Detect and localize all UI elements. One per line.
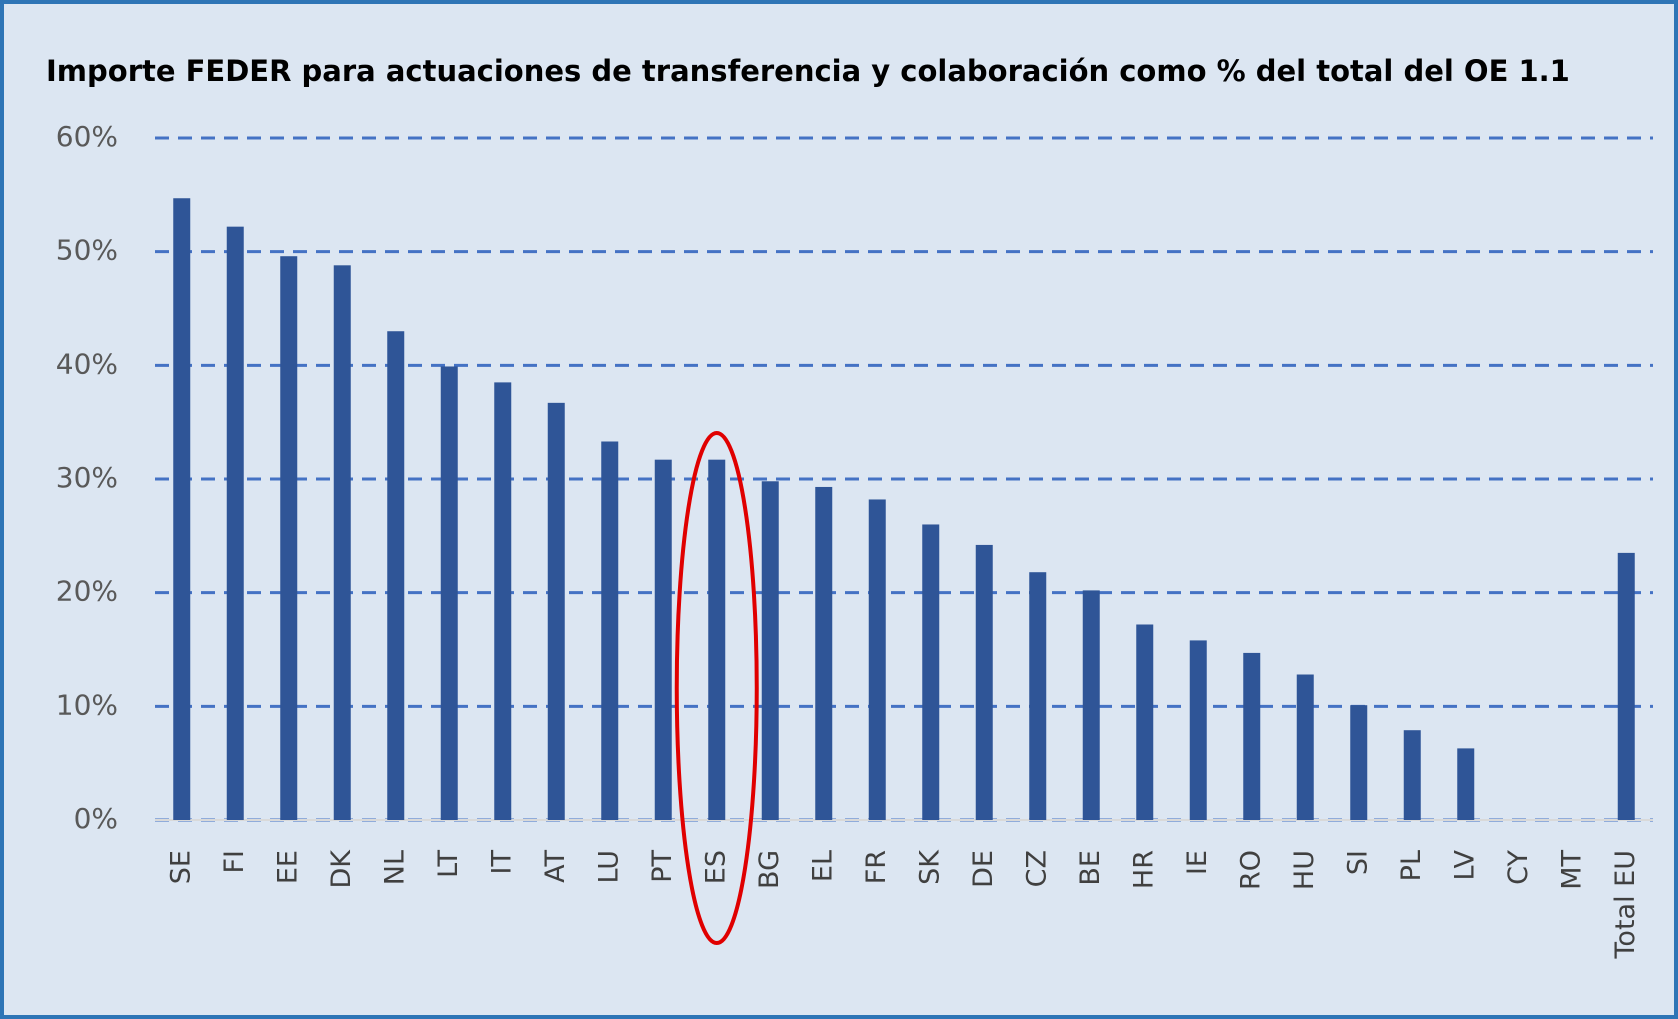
bar [1029,572,1047,820]
bar [922,524,940,820]
x-tick-label: NL [379,850,410,885]
bar [975,544,993,820]
x-tick-label: FI [219,850,250,874]
x-tick-label: LU [593,850,624,883]
bar [1457,748,1475,820]
x-tick-label: EE [272,850,303,884]
x-tick-label: HR [1128,850,1159,889]
x-tick-label: DK [326,849,357,889]
bar [1350,705,1368,820]
x-tick-label: DE [968,850,999,888]
y-tick-label: 30% [56,461,118,494]
bar [1189,640,1207,820]
bar [1403,730,1421,820]
bar [1243,652,1261,820]
bar [226,226,244,820]
x-tick-label: HU [1289,850,1320,890]
bar [708,459,726,820]
chart-title: Importe FEDER para actuaciones de transf… [46,54,1570,88]
y-tick-label: 60% [56,120,118,153]
bar [1617,552,1635,820]
x-tick-label: LV [1449,849,1480,880]
x-tick-label: MT [1556,850,1587,890]
x-tick-label: LT [433,850,464,878]
bar [1082,590,1100,820]
x-tick-label: BE [1075,850,1106,886]
highlight-ellipse [674,431,759,945]
x-tick-label: AT [540,850,571,883]
x-tick-label: EL [807,850,838,882]
bar [1296,674,1314,820]
x-tick-label: CY [1503,849,1534,884]
x-tick-label: IT [486,850,517,875]
x-tick-label: CZ [1021,850,1052,887]
x-tick-label: Total EU [1610,850,1641,959]
x-tick-label: PL [1396,850,1427,881]
bar [173,198,191,820]
y-tick-label: 40% [56,347,118,380]
x-tick-label: BG [754,850,785,889]
y-tick-label: 50% [56,234,118,267]
bar [333,265,351,821]
bar [601,441,619,820]
y-tick-label: 20% [56,575,118,608]
x-tick-label: ES [700,850,731,884]
bar [387,331,405,820]
x-tick-label: RO [1235,850,1266,890]
x-tick-label: SE [165,850,196,884]
x-tick-label: SI [1342,850,1373,875]
bar [868,499,886,820]
bar [815,486,833,820]
bar [761,481,779,820]
x-tick-label: PT [647,849,678,882]
x-tick-label: IE [1182,850,1213,875]
bar [494,382,512,820]
bar [280,256,298,820]
x-tick-label: SK [914,849,945,885]
x-tick-label: FR [861,850,892,884]
bar [1136,624,1154,820]
bar [440,366,458,820]
y-tick-label: 0% [74,802,118,835]
bar [654,459,672,820]
bar [547,402,565,820]
y-tick-label: 10% [56,688,118,721]
